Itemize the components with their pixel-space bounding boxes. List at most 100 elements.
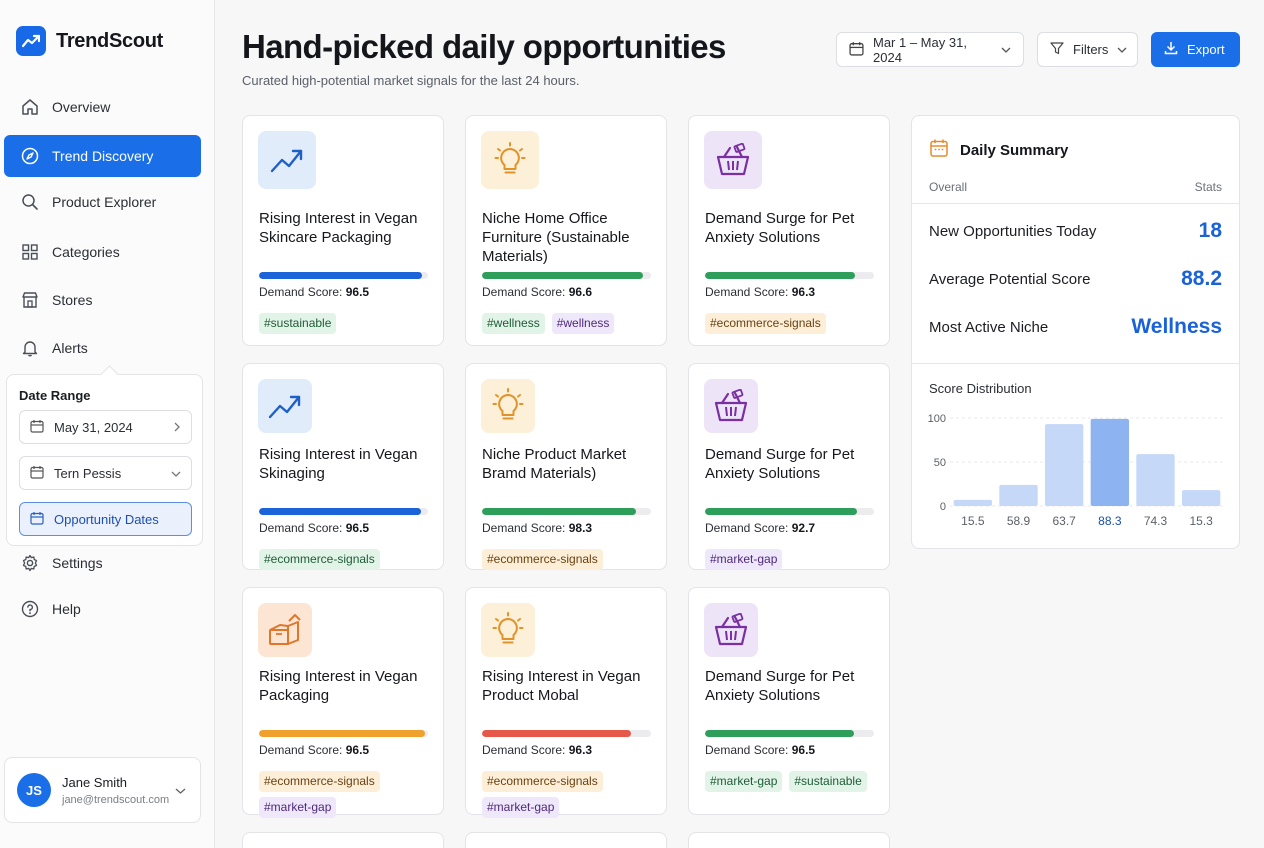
demand-score: Demand Score: 98.3 [482,521,592,535]
trend-up-icon [258,379,312,433]
search-icon [20,192,40,212]
opportunity-card[interactable]: Rising Interest in Vegan Product Mobal De… [465,587,667,818]
opportunity-card[interactable]: Rising Interest in Vegan Skincare Packag… [242,115,444,346]
demand-score: Demand Score: 96.6 [482,285,592,299]
demand-progress-bar [482,272,651,279]
tag[interactable]: #sustainable [789,771,867,792]
basket-icon [704,379,758,433]
demand-progress-bar [705,272,874,279]
x-tick-label: 58.9 [1007,514,1031,528]
col-overall: Overall [929,180,968,194]
opportunity-card[interactable]: Demand Surge for Pet Anxiety Solutions De… [688,587,890,815]
user-menu[interactable]: JS Jane Smith jane@trendscout.com [4,757,201,823]
demand-score: Demand Score: 96.5 [259,521,369,535]
score-label: Demand Score: [259,521,343,535]
nav-alerts-label: Alerts [52,340,88,356]
demand-progress-bar [482,508,651,515]
score-label: Demand Score: [705,285,789,299]
avatar: JS [17,773,51,807]
help-icon [20,599,40,619]
nav-alerts[interactable]: Alerts [4,327,201,369]
lightbulb-icon [481,131,539,189]
opportunity-dates-button[interactable]: Opportunity Dates [19,502,192,536]
chart-bar[interactable] [1044,424,1084,506]
tag[interactable]: #market-gap [705,549,783,570]
divider [912,203,1239,204]
score-label: Demand Score: [482,285,566,299]
opportunity-card[interactable]: Niche Product Market Bramd Materials) Dem… [465,363,667,570]
demand-progress-fill [482,508,636,515]
tag[interactable]: #ecommerce-signals [482,771,603,792]
chart-bar[interactable] [1136,454,1175,506]
filters-button[interactable]: Filters [1037,32,1138,67]
chart-bar[interactable] [953,499,993,506]
nav-help-label: Help [52,601,81,617]
opportunity-card[interactable] [688,832,890,848]
tag-list: #ecommerce-signals [482,549,657,570]
date-range-label: Mar 1 – May 31, 2024 [873,34,967,65]
opportunity-dates-label: Opportunity Dates [54,511,159,527]
nav-trend-discovery[interactable]: Trend Discovery [4,135,201,177]
tag[interactable]: #market-gap [705,771,783,792]
tag[interactable]: #ecommerce-signals [259,549,380,570]
export-button[interactable]: Export [1151,32,1240,67]
demand-progress-bar [482,730,651,737]
card-title: Demand Surge for Pet Anxiety Solutions [705,446,855,482]
opportunity-card[interactable]: Niche Home Office Furniture (Sustainable… [465,115,667,346]
date-picker-field[interactable]: May 31, 2024 [19,410,192,444]
tag[interactable]: #ecommerce-signals [259,771,380,792]
calendar-icon [849,41,864,59]
card-title: Rising Interest in Vegan Packaging [259,668,418,704]
tag[interactable]: #ecommerce-signals [482,549,603,570]
demand-progress-fill [482,730,631,737]
tag[interactable]: #market-gap [482,797,560,818]
calendar-icon [30,465,44,482]
tag[interactable]: #market-gap [259,797,337,818]
nav-trend-discovery-label: Trend Discovery [52,148,154,164]
nav-categories[interactable]: Categories [4,231,201,273]
chart-bar[interactable] [999,484,1038,506]
tag-list: #ecommerce-signals [259,549,434,570]
date-range-button[interactable]: Mar 1 – May 31, 2024 [836,32,1024,67]
divider [912,363,1239,364]
score-label: Demand Score: [259,743,343,757]
opportunity-card[interactable] [465,832,667,848]
page-subtitle: Curated high-potential market signals fo… [242,73,580,88]
app-name: TrendScout [56,29,164,52]
stat-row: Average Potential Score 88.2 [929,267,1222,291]
opportunity-card[interactable]: Rising Interest in Vegan Skinaging Demand… [242,363,444,570]
card-title: Rising Interest in Vegan Skinaging [259,446,418,482]
nav-overview[interactable]: Overview [4,86,201,128]
nav-settings[interactable]: Settings [4,542,201,584]
stat-label: Most Active Niche [929,318,1049,336]
nav-stores-label: Stores [52,292,93,308]
opportunity-card[interactable] [242,832,444,848]
chart-bar[interactable] [1181,490,1221,506]
chart-bar[interactable] [1090,418,1130,506]
lightbulb-icon [481,603,535,657]
tag-list: #market-gap [705,549,880,570]
tag[interactable]: #sustainable [259,313,337,334]
gear-icon [20,553,40,573]
opportunity-card[interactable]: Demand Surge for Pet Anxiety Solutions De… [688,115,890,346]
tag[interactable]: #wellness [551,313,615,334]
term-select[interactable]: Tern Pessis [19,456,192,490]
score-label: Demand Score: [705,521,789,535]
nav-help[interactable]: Help [4,588,201,630]
lightbulb-icon [481,379,535,433]
card-title: Demand Surge for Pet Anxiety Solutions [705,210,855,246]
sidebar: TrendScout Overview Trend Discovery Prod… [0,0,215,848]
page-title: Hand-picked daily opportunities [242,28,726,65]
chevron-down-icon [1001,42,1011,57]
opportunity-card[interactable]: Rising Interest in Vegan Packaging Demand… [242,587,444,818]
demand-progress-bar [705,508,874,515]
tag[interactable]: #ecommerce-signals [705,313,826,334]
chevron-down-icon [175,782,186,800]
opportunity-card[interactable]: Demand Surge for Pet Anxiety Solutions De… [688,363,890,570]
nav-product-explorer[interactable]: Product Explorer [4,181,201,223]
nav-stores[interactable]: Stores [4,279,201,321]
demand-progress-bar [259,272,428,279]
tag[interactable]: #wellness [482,313,545,334]
score-label: Demand Score: [482,743,566,757]
brand[interactable]: TrendScout [16,26,163,56]
